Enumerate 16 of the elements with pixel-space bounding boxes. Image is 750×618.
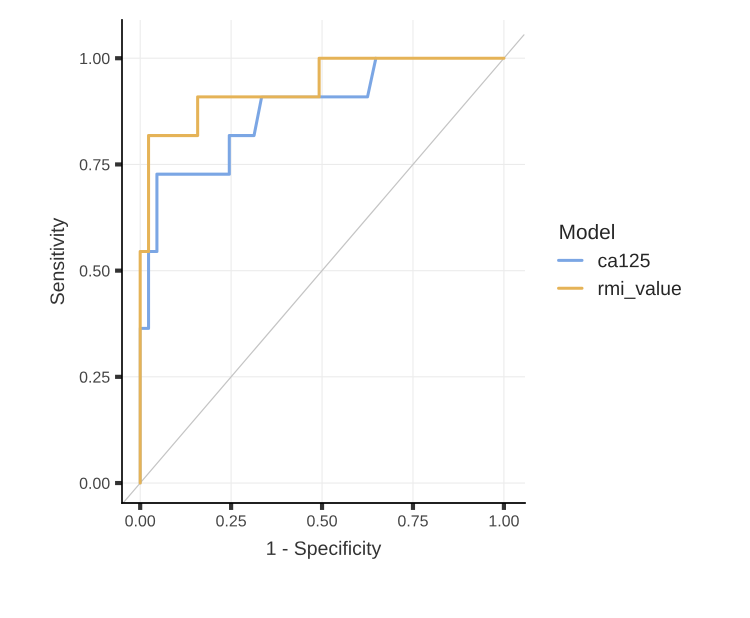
y-tick-label: 0.50 [80, 265, 110, 277]
line-series [138, 56, 506, 485]
legend-label: ca125 [598, 254, 650, 268]
legend-title: Model [560, 224, 614, 240]
y-tick-label: 0.75 [80, 159, 110, 170]
x-axis-title: 1 - Specificity [267, 540, 382, 559]
x-tick-label: 1.00 [490, 515, 519, 527]
y-tick-label: 0.00 [80, 478, 110, 489]
y-axis-title: Sensitivity [50, 218, 68, 304]
y-tick-label: 0.25 [80, 371, 110, 383]
x-tick-label: 0.75 [398, 515, 428, 527]
legend-label: rmi_value [598, 280, 681, 299]
x-tick-label: 0.50 [307, 515, 337, 527]
y-tick-label: 1.00 [80, 52, 110, 64]
x-tick-label: 0.00 [125, 515, 156, 527]
x-tick-label: 0.25 [216, 515, 246, 527]
